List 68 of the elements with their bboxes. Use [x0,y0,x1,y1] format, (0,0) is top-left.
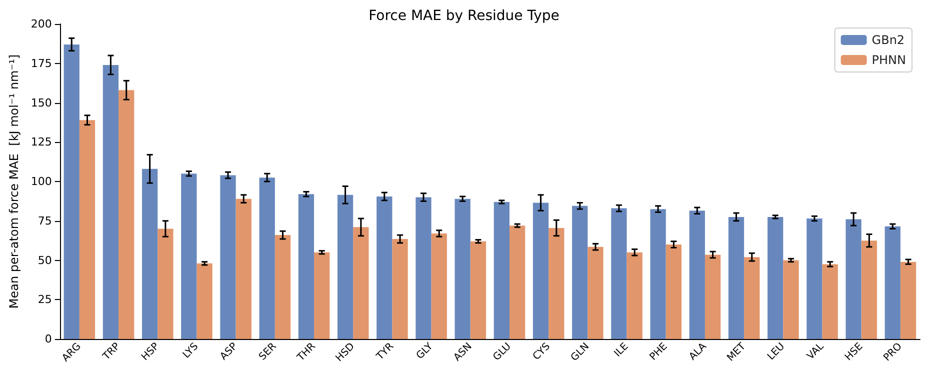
chart-title: Force MAE by Residue Type [368,8,560,24]
bar [783,260,799,339]
bar [666,244,682,339]
bar [626,252,642,339]
bar [572,206,588,339]
bar [181,174,197,339]
bar [102,64,119,339]
bar [158,228,174,339]
y-tick-label: 125 [30,136,52,149]
bar [274,235,291,339]
bar [650,209,666,339]
bar [744,257,760,339]
x-tick-label: GLU [491,341,514,364]
bar [259,178,275,339]
y-axis-title: Mean per-atom force MAE [kJ mol⁻¹ nm⁻¹] [7,54,21,309]
x-tick-label: LYS [181,341,201,361]
x-tick-label: TRP [100,341,122,364]
y-tick-label: 150 [30,96,52,110]
bar [509,226,526,339]
bar [376,196,392,339]
y-tick-label: 100 [30,175,52,188]
y-tick-label: 175 [30,56,52,70]
legend-label: PHNN [872,53,906,67]
bar [298,194,314,339]
bar [548,228,564,339]
x-tick-label: VAL [805,340,826,362]
bar [416,197,432,339]
bar [588,246,604,339]
bar [806,218,822,339]
x-tick-label: SER [257,341,279,363]
y-tick-label: 200 [30,18,52,30]
bar [470,241,486,339]
y-tick-label: 50 [38,254,52,267]
x-tick-label: CYS [531,341,552,362]
y-tick-label: 75 [38,214,52,228]
bar [494,202,510,339]
bar [611,208,627,339]
bar [900,262,916,339]
x-tick-label: ILE [612,341,631,360]
bar [392,238,408,339]
bar [142,168,158,339]
bar [861,240,877,339]
bar [314,252,330,339]
bar [728,216,744,339]
bar [768,216,784,339]
bar [704,254,721,339]
legend-label: GBn2 [872,33,905,47]
bar [431,233,447,339]
x-tick-label: ALA [687,340,709,363]
bar [454,198,470,339]
bar [118,90,134,339]
bar [337,194,354,339]
bar [884,226,900,339]
bar [196,263,212,339]
bar [822,264,838,339]
x-tick-label: THR [294,341,318,364]
y-tick-label: 0 [44,332,52,346]
bar [220,175,236,339]
x-tick-label: GLY [414,340,436,362]
bar [353,227,369,339]
bar [236,198,252,339]
bar [79,120,96,339]
bar [689,210,705,339]
bar [532,202,549,339]
x-tick-label: TYR [374,341,396,364]
y-tick-label: 25 [38,293,52,306]
bar [846,219,862,339]
bar [64,44,80,339]
